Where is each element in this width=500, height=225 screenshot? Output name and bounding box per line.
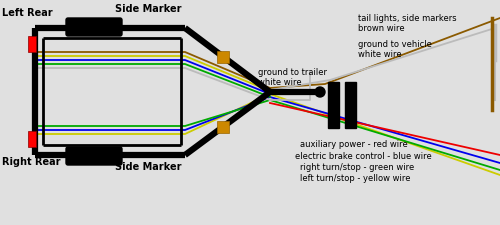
Bar [217, 51, 229, 63]
Circle shape [315, 87, 325, 97]
Text: Right Rear: Right Rear [2, 157, 60, 167]
Bar [328, 82, 339, 128]
Text: right turn/stop - green wire: right turn/stop - green wire [300, 163, 414, 172]
Bar [28, 36, 36, 52]
Bar [217, 121, 229, 133]
Text: Left Rear: Left Rear [2, 8, 52, 18]
FancyBboxPatch shape [66, 18, 122, 36]
Text: Side Marker: Side Marker [115, 4, 181, 14]
Text: Side Marker: Side Marker [115, 162, 181, 172]
Text: ground to vehicle
white wire: ground to vehicle white wire [358, 40, 432, 59]
FancyBboxPatch shape [66, 147, 122, 165]
Text: electric brake control - blue wire: electric brake control - blue wire [295, 152, 432, 161]
Text: tail lights, side markers
brown wire: tail lights, side markers brown wire [358, 14, 456, 33]
Bar [345, 82, 356, 128]
Text: auxiliary power - red wire: auxiliary power - red wire [300, 140, 408, 149]
Text: ground to trailer
white wire: ground to trailer white wire [258, 68, 327, 87]
Bar [28, 131, 36, 147]
Text: left turn/stop - yellow wire: left turn/stop - yellow wire [300, 174, 410, 183]
